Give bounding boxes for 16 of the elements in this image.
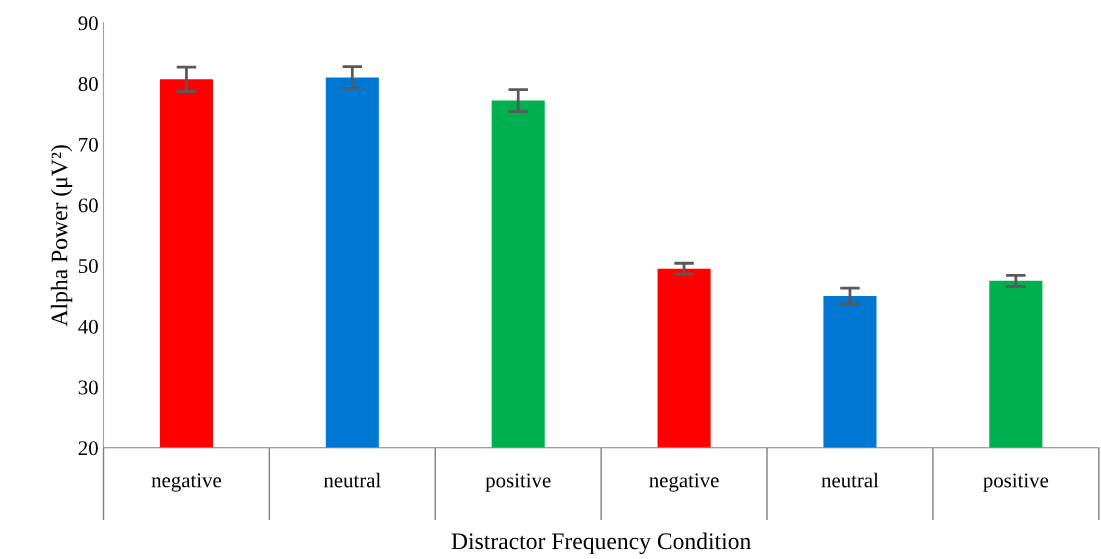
y-tick-label: 30 <box>78 380 98 395</box>
y-tick-label: 70 <box>79 137 98 152</box>
x-tick-label: positive <box>485 473 551 492</box>
x-tick-label: neutral <box>821 472 879 488</box>
y-tick-label: 40 <box>78 319 98 334</box>
x-tick-label: negative <box>151 473 221 492</box>
x-tick-label: negative <box>649 473 719 492</box>
x-tick-label: neutral <box>323 472 381 488</box>
y-tick-label: 50 <box>79 259 98 274</box>
x-tick-label: positive <box>983 473 1049 492</box>
y-axis-title: Alpha Power (μV²) <box>50 145 73 327</box>
x-axis-title: Distractor Frequency Condition <box>451 532 751 555</box>
y-tick-label: 60 <box>78 198 98 213</box>
y-tick-label: 80 <box>78 76 98 92</box>
y-tick-label: 90 <box>78 16 98 31</box>
y-tick-label: 20 <box>78 441 98 456</box>
